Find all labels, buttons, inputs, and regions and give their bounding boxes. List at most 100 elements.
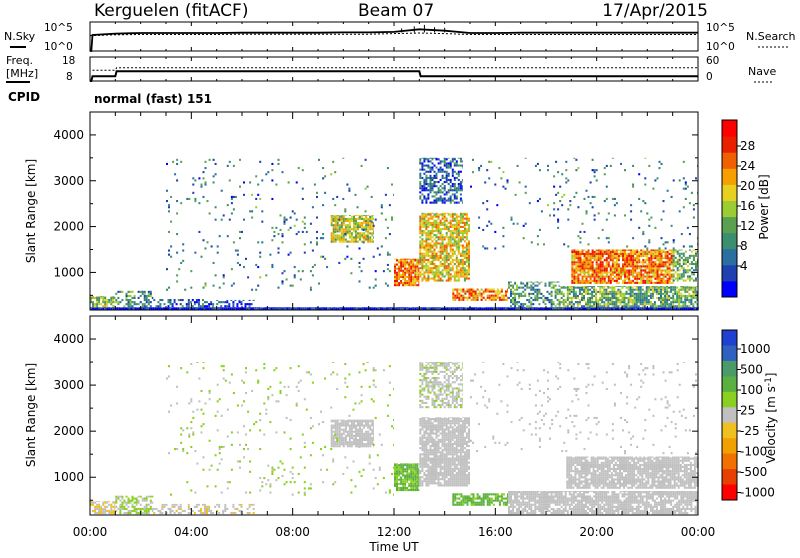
range-cell <box>667 280 669 282</box>
range-cell <box>624 286 626 287</box>
range-cell <box>628 250 630 251</box>
range-cell <box>675 251 677 253</box>
range-cell <box>654 253 656 255</box>
range-cell <box>331 425 333 427</box>
range-cell <box>540 282 542 283</box>
range-cell <box>667 255 669 257</box>
range-cell <box>648 276 650 278</box>
range-cell <box>518 301 520 303</box>
range-cell <box>575 293 577 295</box>
range-cell <box>96 299 98 301</box>
range-cell <box>601 297 603 299</box>
range-cell <box>267 171 269 173</box>
range-cell <box>222 307 224 308</box>
range-cell <box>575 291 577 293</box>
range-cell <box>369 241 371 243</box>
range-cell <box>416 268 418 270</box>
range-cell <box>208 506 210 508</box>
range-cell <box>349 241 351 243</box>
range-cell <box>516 287 518 289</box>
range-cell <box>341 222 343 224</box>
range-cell <box>432 187 434 189</box>
range-cell <box>355 429 357 431</box>
range-cell <box>590 253 592 255</box>
range-cell <box>278 159 280 161</box>
range-cell <box>659 265 661 267</box>
range-cell <box>446 224 448 226</box>
range-cell <box>349 226 351 228</box>
range-cell <box>468 259 470 261</box>
range-cell <box>526 283 528 285</box>
range-cell <box>456 232 458 234</box>
range-cell <box>456 295 458 297</box>
range-cell <box>454 224 456 226</box>
range-cell <box>355 223 357 225</box>
range-cell <box>551 303 553 305</box>
range-cell <box>142 512 144 514</box>
range-cell <box>571 274 573 276</box>
range-cell <box>644 303 646 305</box>
range-cell <box>444 181 446 183</box>
range-cell <box>604 276 606 278</box>
range-cell <box>418 274 419 276</box>
range-cell <box>396 272 398 274</box>
range-cell <box>692 307 694 308</box>
range-cell <box>545 297 547 299</box>
range-cell <box>628 272 630 274</box>
range-cell <box>462 213 464 214</box>
range-cell <box>414 270 416 272</box>
range-cell <box>624 169 626 171</box>
range-cell <box>490 223 492 225</box>
range-cell <box>525 186 527 188</box>
range-cell <box>539 229 541 231</box>
range-cell <box>690 295 692 297</box>
range-cell <box>660 286 662 287</box>
range-cell <box>204 508 206 510</box>
range-cell <box>450 249 452 251</box>
range-cell <box>553 285 555 287</box>
range-cell <box>414 278 416 280</box>
range-cell <box>571 251 573 253</box>
range-cell <box>153 508 155 510</box>
range-cell <box>450 261 452 263</box>
range-cell <box>133 307 135 308</box>
range-cell <box>425 216 427 218</box>
range-cell <box>349 228 351 230</box>
range-cell <box>579 301 581 303</box>
range-cell <box>669 282 671 284</box>
range-cell <box>606 250 608 251</box>
range-cell <box>436 175 438 177</box>
range-cell <box>462 187 463 189</box>
range-cell <box>436 267 438 269</box>
range-cell <box>209 159 211 161</box>
range-cell <box>444 222 446 224</box>
range-cell <box>331 232 333 234</box>
range-cell <box>586 276 588 278</box>
range-cell <box>676 287 678 289</box>
range-cell <box>398 259 400 261</box>
range-cell <box>584 257 586 259</box>
range-cell <box>468 261 470 263</box>
range-cell <box>257 285 259 287</box>
range-cell <box>321 307 323 308</box>
range-cell <box>685 280 687 282</box>
range-cell <box>456 249 458 251</box>
range-cell <box>604 282 606 284</box>
range-cell <box>497 297 499 299</box>
range-cell <box>464 218 466 220</box>
range-cell <box>450 275 452 277</box>
range-cell <box>410 261 412 263</box>
range-cell <box>688 299 690 301</box>
range-cell <box>416 280 418 282</box>
range-cell <box>282 280 284 282</box>
range-cell <box>333 234 335 236</box>
range-cell <box>412 261 414 263</box>
range-cell <box>402 259 404 260</box>
range-cell <box>365 210 367 212</box>
range-cell <box>581 305 583 307</box>
range-cell <box>444 261 446 263</box>
range-cell <box>610 253 612 255</box>
range-cell <box>92 501 94 502</box>
range-cell <box>623 307 625 308</box>
range-cell <box>423 240 425 242</box>
